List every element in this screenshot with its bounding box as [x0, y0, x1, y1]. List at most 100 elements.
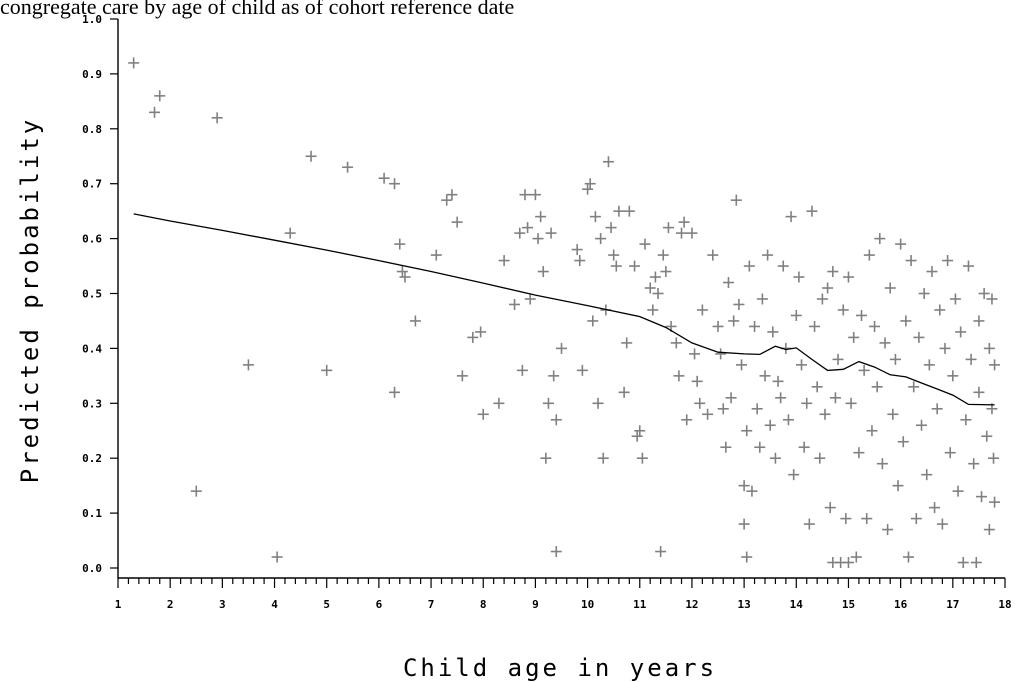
data-point — [908, 381, 920, 393]
data-point — [514, 227, 526, 239]
data-point — [670, 337, 682, 349]
data-point — [869, 320, 881, 332]
data-point — [879, 337, 891, 349]
data-point — [550, 414, 562, 426]
plot-frame — [117, 19, 1005, 579]
data-point — [983, 524, 995, 536]
data-point — [842, 271, 854, 283]
data-point — [589, 211, 601, 223]
data-point — [493, 397, 505, 409]
data-point — [884, 282, 896, 294]
data-point — [378, 172, 390, 184]
data-point — [441, 194, 453, 206]
data-point — [973, 386, 985, 398]
data-point — [842, 557, 854, 569]
data-point — [154, 90, 166, 102]
data-point — [519, 189, 531, 201]
data-point — [777, 260, 789, 272]
data-point — [537, 266, 549, 278]
data-point — [451, 216, 463, 228]
data-point — [621, 337, 633, 349]
data-point — [524, 293, 536, 305]
data-point — [430, 249, 442, 261]
data-point — [516, 364, 528, 376]
data-point — [965, 353, 977, 365]
y-tick-label: 0.5 — [82, 288, 102, 301]
chart-title: congregate care by age of child as of co… — [0, 0, 514, 19]
data-point — [662, 222, 674, 234]
data-point — [809, 320, 821, 332]
data-point — [394, 238, 406, 250]
y-tick-label: 0.6 — [82, 233, 102, 246]
data-point — [608, 249, 620, 261]
data-point — [738, 480, 750, 492]
data-point — [587, 315, 599, 327]
data-point — [542, 397, 554, 409]
data-point — [918, 288, 930, 299]
data-point — [822, 282, 834, 294]
data-point — [793, 271, 805, 283]
data-point — [947, 370, 959, 382]
data-point — [910, 513, 922, 525]
data-point — [840, 513, 852, 525]
data-point — [819, 408, 831, 420]
data-point — [921, 469, 933, 481]
data-point — [686, 227, 698, 239]
data-point — [631, 430, 643, 442]
data-point — [762, 249, 774, 261]
data-point — [242, 359, 254, 371]
data-point — [905, 255, 917, 267]
data-point — [696, 304, 708, 316]
data-point — [871, 381, 883, 393]
data-point — [829, 392, 841, 404]
data-point — [957, 557, 969, 569]
data-point — [874, 233, 886, 245]
data-point — [498, 255, 510, 267]
data-point — [944, 447, 956, 459]
data-point — [655, 546, 667, 558]
data-point — [535, 211, 547, 223]
data-point — [983, 342, 995, 354]
data-point — [548, 370, 560, 382]
data-point — [540, 452, 552, 464]
data-point — [584, 178, 596, 190]
data-point — [149, 106, 161, 118]
data-point — [936, 518, 948, 530]
data-point — [602, 156, 614, 168]
data-point — [399, 271, 411, 283]
data-point — [475, 326, 487, 338]
data-point — [556, 342, 567, 354]
x-tick-label: 17 — [946, 598, 959, 611]
data-point — [775, 392, 787, 404]
data-point — [806, 205, 818, 217]
data-point — [923, 359, 935, 371]
data-point — [754, 441, 766, 453]
data-point — [738, 518, 750, 530]
data-point — [845, 397, 857, 409]
data-point — [816, 293, 828, 305]
data-point — [532, 233, 544, 245]
data-point — [652, 288, 664, 299]
data-point — [837, 304, 849, 316]
data-point — [926, 266, 938, 278]
data-point — [962, 260, 974, 272]
data-point — [756, 293, 768, 305]
data-point — [128, 57, 140, 69]
data-point — [913, 331, 925, 343]
data-point — [634, 425, 646, 437]
data-point — [576, 364, 588, 376]
data-point — [389, 178, 401, 190]
data-point — [509, 298, 521, 310]
data-point — [712, 320, 724, 332]
data-point — [850, 551, 862, 563]
x-tick-label: 6 — [376, 598, 383, 611]
data-point — [613, 205, 625, 217]
x-tick-label: 9 — [532, 598, 539, 611]
data-point — [861, 513, 873, 525]
data-point — [769, 452, 781, 464]
data-point — [678, 216, 690, 228]
x-tick-label: 3 — [219, 598, 226, 611]
x-tick-label: 1 — [115, 598, 122, 611]
y-tick-label: 0.1 — [82, 507, 102, 520]
data-point — [550, 546, 562, 558]
